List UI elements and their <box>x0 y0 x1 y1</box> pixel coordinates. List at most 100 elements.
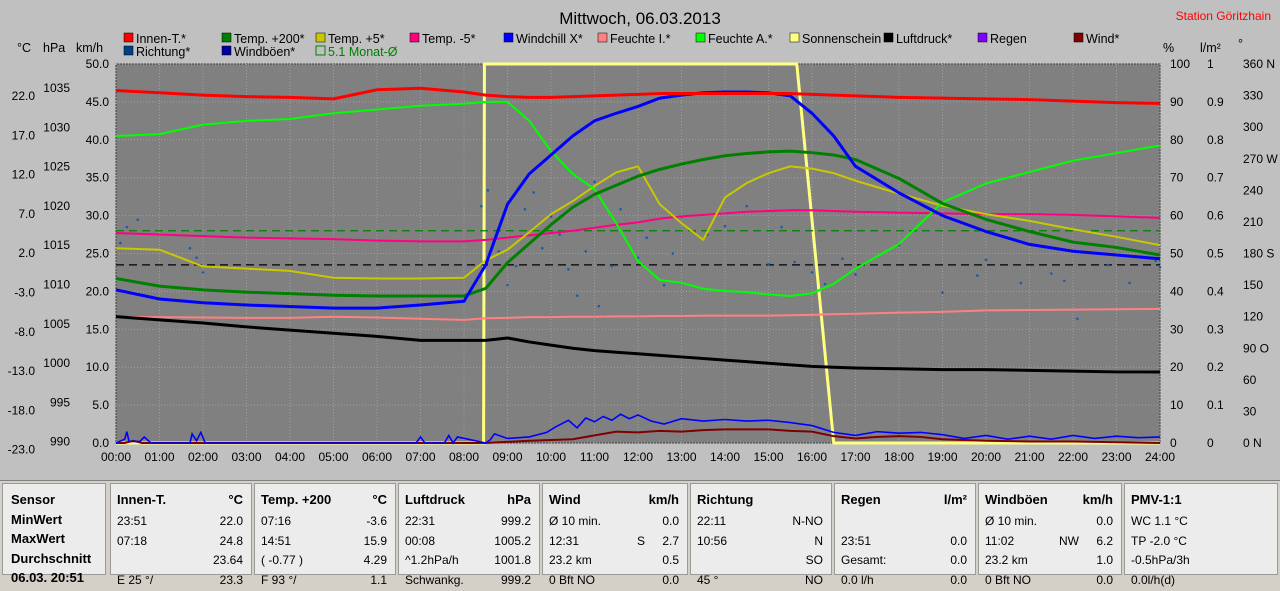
direction-point <box>662 283 666 287</box>
stats-cell-time: Ø 10 min. <box>985 514 1038 528</box>
stats-row: Gesamt: 0.0 <box>841 553 967 571</box>
row-label-avg: Durchschnitt <box>11 550 92 566</box>
legend-swatch <box>1073 32 1084 43</box>
stats-cell-value: N <box>814 533 823 548</box>
direction-point <box>645 236 648 240</box>
tick-label-direction: 150 <box>1243 278 1263 292</box>
stats-row: 14:51 15.9 <box>261 534 387 552</box>
tick-label-direction: 90 O <box>1243 341 1269 355</box>
stats-row: 0 Bft NO 0.0 <box>985 573 1113 591</box>
tick-label-celsius: 7.0 <box>18 207 35 221</box>
stats-row: F 93 °/ 1.1 <box>261 573 387 591</box>
tick-label-rain: 0.1 <box>1207 398 1224 412</box>
tick-label-percent: 30 <box>1170 322 1184 336</box>
tick-label-time: 08:00 <box>449 450 479 464</box>
tick-label-time: 10:00 <box>536 450 566 464</box>
series-line <box>115 100 1161 297</box>
stats-cell-time: 0.0l/h(d) <box>1131 572 1176 587</box>
legend-swatch <box>503 32 514 43</box>
tick-label-percent: 90 <box>1170 95 1184 109</box>
stats-cell-time: F 93 °/ <box>261 572 297 587</box>
series-line <box>115 86 1161 105</box>
stats-row: E 25 °/ 23.3 <box>117 573 243 591</box>
stats-row: 23:51 22.0 <box>117 514 243 532</box>
stats-cell-time: 14:51 <box>261 533 292 548</box>
legend-swatch <box>409 32 420 43</box>
tick-label-hpa: 1015 <box>43 238 70 252</box>
tick-label-kmh: 20.0 <box>86 284 110 298</box>
panel-unit: hPa <box>507 492 531 507</box>
legend-label: Windböen* <box>234 45 295 59</box>
stats-cell-value: 1.0 <box>1096 553 1113 567</box>
stats-panel: Wind km/h Ø 10 min. 0.0 12:31 S 2.7 23.2 km 0.5 0… <box>542 483 688 587</box>
series-line <box>115 315 1160 374</box>
axis-unit-rain: l/m² <box>1200 41 1221 55</box>
stats-cell-time: 0.0 l/h <box>841 572 874 587</box>
tick-label-celsius: -18.0 <box>8 403 36 417</box>
tick-label-kmh: 25.0 <box>86 247 110 261</box>
stats-cell-time: 23.2 km <box>549 553 592 567</box>
direction-point <box>793 260 796 264</box>
stats-row <box>841 514 967 532</box>
direction-point <box>854 273 857 276</box>
tick-label-percent: 80 <box>1170 133 1184 147</box>
stats-cell-value: 2.7 <box>662 533 679 548</box>
direction-point <box>549 215 553 218</box>
direction-point <box>671 252 675 255</box>
legend-label: 5.1 Monat-Ø <box>328 45 398 59</box>
legend-swatch <box>221 45 232 56</box>
tick-label-time: 01:00 <box>144 450 174 464</box>
station-name: Station Göritzhain <box>1176 9 1271 23</box>
direction-point <box>976 274 979 277</box>
direction-point <box>1049 272 1053 275</box>
tick-label-time: 22:00 <box>1058 450 1088 464</box>
panel-unit: °C <box>228 492 243 507</box>
direction-point <box>541 246 544 250</box>
tick-label-kmh: 0.0 <box>92 436 109 450</box>
tick-label-kmh: 30.0 <box>86 209 110 223</box>
tick-label-percent: 40 <box>1170 284 1184 298</box>
direction-point <box>201 271 205 274</box>
tick-label-time: 00:00 <box>101 450 131 464</box>
tick-label-time: 17:00 <box>840 450 870 464</box>
tick-label-percent: 100 <box>1170 57 1190 71</box>
stats-row: Ø 10 min. 0.0 <box>985 514 1113 532</box>
direction-point <box>767 262 770 266</box>
stats-row: Schwankg. 999.2 <box>405 573 531 591</box>
tick-label-hpa: 1030 <box>43 120 70 134</box>
panel-title: Richtung <box>697 492 754 507</box>
tick-label-percent: 70 <box>1170 171 1184 185</box>
panel-unit: km/h <box>648 492 679 507</box>
tick-label-direction: 300 <box>1243 120 1263 134</box>
stats-cell-time: Gesamt: <box>841 553 887 567</box>
stats-panel: Luftdruck hPa 22:31 999.2 00:08 1005.2 ^1.2hPa… <box>398 483 540 587</box>
tick-label-percent: 20 <box>1170 360 1184 374</box>
stats-cell-value: 0.0 <box>1096 572 1113 587</box>
panel-title: Luftdruck <box>405 492 465 507</box>
legend-swatch <box>695 32 706 43</box>
tick-label-time: 15:00 <box>753 450 783 464</box>
stats-cell-time: 23:51 <box>117 514 148 528</box>
tick-label-rain: 0 <box>1207 436 1214 450</box>
stats-cell-time: WC 1.1 °C <box>1131 514 1188 528</box>
tick-label-celsius: 22.0 <box>12 89 36 103</box>
stats-cell-value: 999.2 <box>500 514 531 528</box>
legend-swatch <box>221 32 232 43</box>
stats-cell-value: 0.0 <box>662 572 679 587</box>
stats-cell-time: 22:31 <box>405 514 436 528</box>
tick-label-direction: 60 <box>1243 373 1257 387</box>
stats-row: TP -2.0 °C <box>1131 534 1269 552</box>
tick-label-time: 11:00 <box>580 450 609 464</box>
tick-label-rain: 0.7 <box>1207 171 1224 185</box>
tick-label-rain: 0.2 <box>1207 360 1224 374</box>
axis-unit-kmh: km/h <box>76 41 103 55</box>
legend-label: Temp. +5* <box>328 32 385 46</box>
row-label-min: MinWert <box>11 511 63 527</box>
tick-label-hpa: 1025 <box>43 160 70 174</box>
direction-point <box>1019 281 1023 285</box>
stats-cell-time: 11:02 <box>985 533 1015 548</box>
tick-label-time: 09:00 <box>492 450 522 464</box>
tick-label-time: 13:00 <box>666 450 696 464</box>
direction-point <box>195 256 198 260</box>
stats-row: 00:08 1005.2 <box>405 534 531 552</box>
